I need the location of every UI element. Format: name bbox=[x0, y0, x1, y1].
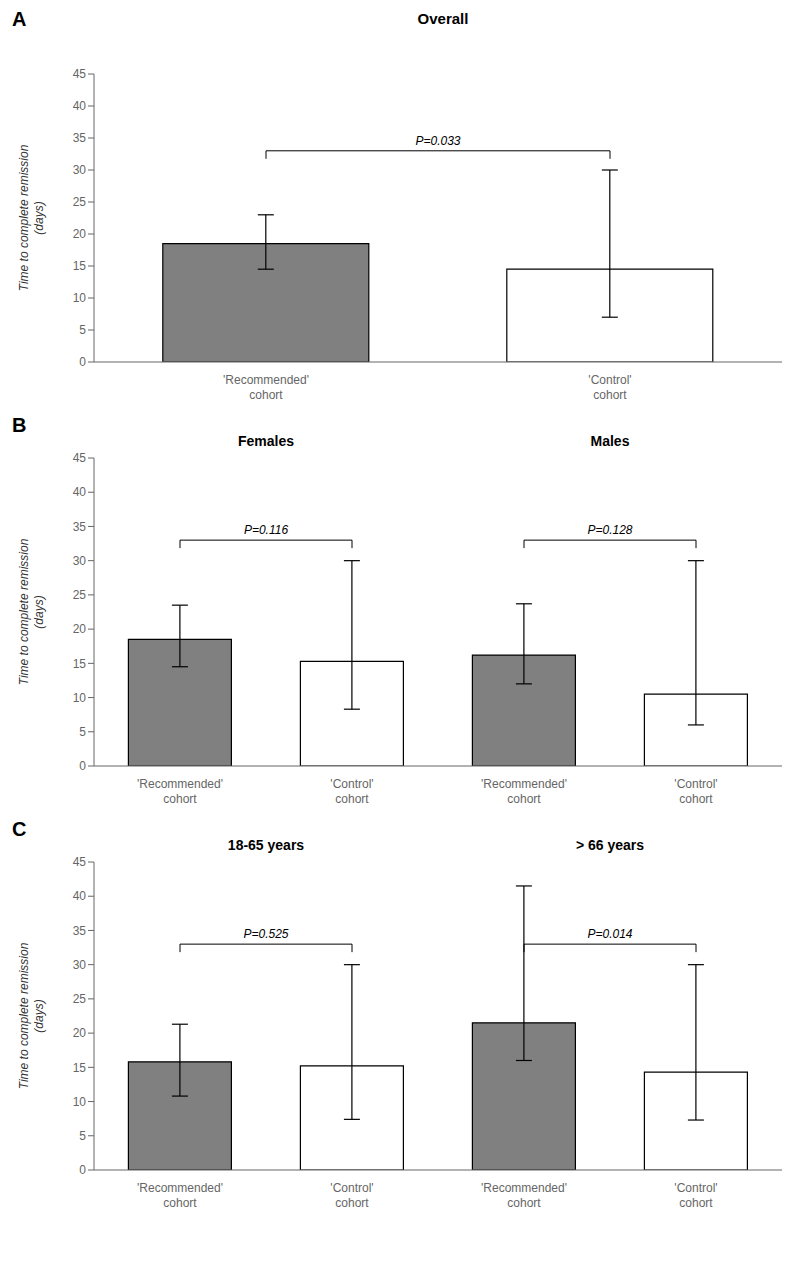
svg-text:'Recommended'cohort: 'Recommended'cohort bbox=[481, 1181, 567, 1210]
svg-text:'Control'cohort: 'Control'cohort bbox=[674, 1181, 717, 1210]
svg-text:'Recommended'cohort: 'Recommended'cohort bbox=[223, 373, 309, 402]
svg-text:Time to complete remission(day: Time to complete remission(days) bbox=[17, 144, 46, 291]
svg-text:45: 45 bbox=[73, 451, 87, 465]
svg-text:'Recommended'cohort: 'Recommended'cohort bbox=[481, 777, 567, 806]
svg-text:'Control'cohort: 'Control'cohort bbox=[330, 1181, 373, 1210]
svg-text:15: 15 bbox=[73, 657, 87, 671]
svg-text:20: 20 bbox=[73, 227, 87, 241]
html-text:C: C bbox=[12, 818, 27, 840]
svg-text:P=0.014: P=0.014 bbox=[587, 927, 632, 941]
svg-text:18-65 years: 18-65 years bbox=[228, 837, 305, 853]
svg-text:P=0.033: P=0.033 bbox=[415, 134, 460, 148]
svg-text:5: 5 bbox=[79, 323, 86, 337]
html-text:Overall: Overall bbox=[417, 10, 469, 27]
svg-text:35: 35 bbox=[73, 520, 87, 534]
svg-text:'Control'cohort: 'Control'cohort bbox=[674, 777, 717, 806]
svg-text:20: 20 bbox=[73, 1026, 87, 1040]
svg-text:0: 0 bbox=[79, 355, 86, 369]
svg-text:P=0.128: P=0.128 bbox=[587, 523, 632, 537]
svg-text:40: 40 bbox=[73, 889, 87, 903]
svg-text:5: 5 bbox=[79, 725, 86, 739]
svg-text:0: 0 bbox=[79, 759, 86, 773]
svg-text:10: 10 bbox=[73, 291, 87, 305]
svg-text:25: 25 bbox=[73, 195, 87, 209]
svg-text:'Control'cohort: 'Control'cohort bbox=[588, 373, 631, 402]
svg-text:30: 30 bbox=[73, 163, 87, 177]
svg-text:P=0.116: P=0.116 bbox=[244, 523, 288, 537]
svg-text:P=0.525: P=0.525 bbox=[243, 927, 288, 941]
svg-text:Females: Females bbox=[238, 433, 294, 449]
html-text:A: A bbox=[12, 8, 27, 30]
html-text:B: B bbox=[12, 414, 27, 436]
svg-text:'Control'cohort: 'Control'cohort bbox=[330, 777, 373, 806]
svg-text:15: 15 bbox=[73, 1061, 87, 1075]
svg-text:Time to complete remission(day: Time to complete remission(days) bbox=[17, 538, 46, 685]
svg-text:> 66 years: > 66 years bbox=[576, 837, 644, 853]
svg-text:0: 0 bbox=[79, 1163, 86, 1177]
svg-text:35: 35 bbox=[73, 131, 87, 145]
svg-text:30: 30 bbox=[73, 554, 87, 568]
svg-text:25: 25 bbox=[73, 992, 87, 1006]
svg-text:20: 20 bbox=[73, 622, 87, 636]
svg-text:Time to complete remission(day: Time to complete remission(days) bbox=[17, 942, 46, 1089]
svg-text:45: 45 bbox=[73, 67, 87, 81]
svg-text:'Recommended'cohort: 'Recommended'cohort bbox=[137, 777, 223, 806]
svg-text:10: 10 bbox=[73, 691, 87, 705]
svg-text:25: 25 bbox=[73, 588, 87, 602]
svg-text:Males: Males bbox=[591, 433, 630, 449]
svg-text:5: 5 bbox=[79, 1129, 86, 1143]
svg-text:40: 40 bbox=[73, 99, 87, 113]
svg-text:45: 45 bbox=[73, 855, 87, 869]
svg-text:40: 40 bbox=[73, 485, 87, 499]
svg-text:10: 10 bbox=[73, 1095, 87, 1109]
svg-text:30: 30 bbox=[73, 958, 87, 972]
svg-text:35: 35 bbox=[73, 924, 87, 938]
svg-text:'Recommended'cohort: 'Recommended'cohort bbox=[137, 1181, 223, 1210]
svg-text:15: 15 bbox=[73, 259, 87, 273]
